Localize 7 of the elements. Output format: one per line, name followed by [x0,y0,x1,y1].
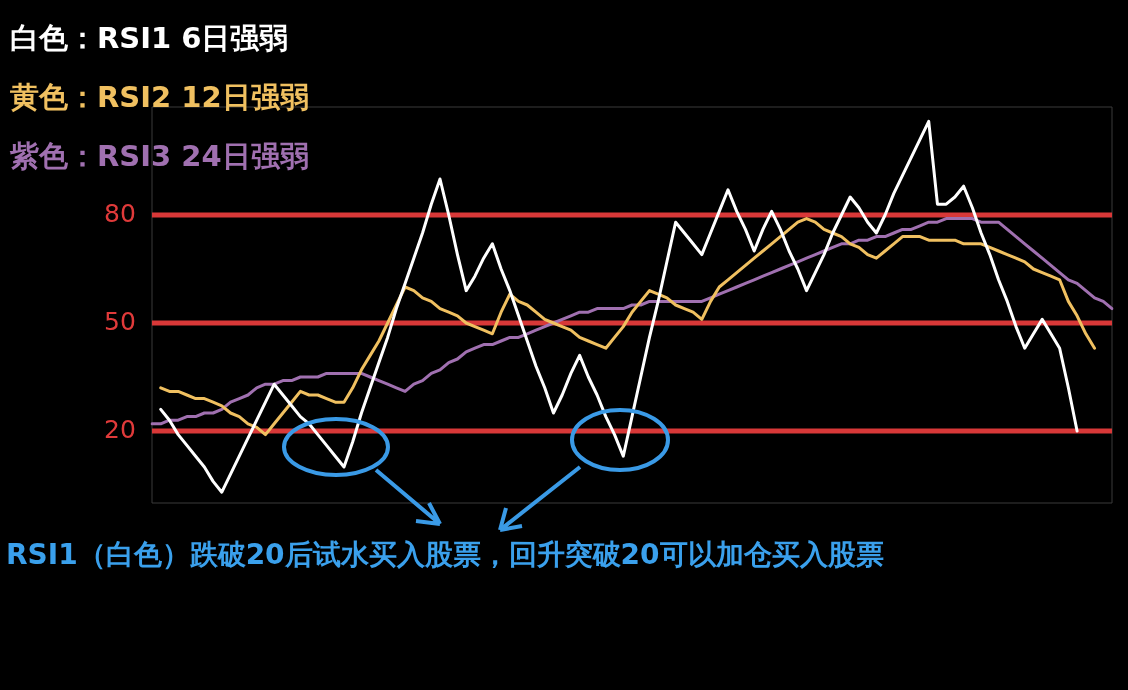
y-tick-label: 80 [104,198,136,228]
text: 黄色：RSI2 12日强弱 [10,79,309,116]
text: 白色：RSI1 6日强弱 [10,20,290,57]
text: 紫色：RSI3 24日强弱 [10,138,309,175]
y-tick-label: 50 [104,306,136,336]
text: RSI1（白色）跌破20后试水买入股票，回升突破20可以加仓买入股票 [6,537,884,573]
y-tick-label: 20 [104,414,136,444]
